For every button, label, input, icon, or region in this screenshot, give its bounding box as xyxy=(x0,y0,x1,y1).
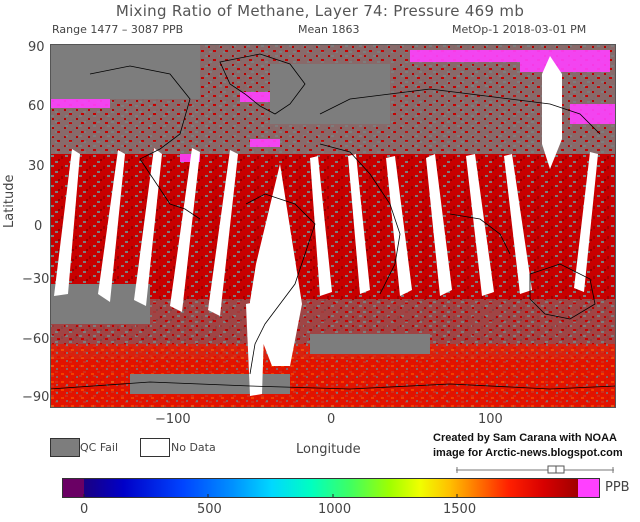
source-text: MetOp-1 2018-03-01 PM xyxy=(452,23,587,36)
no-data-label: No Data xyxy=(171,441,216,454)
range-text: Range 1477 – 3087 PPB xyxy=(52,23,184,36)
colorbar-tick-0: 0 xyxy=(80,502,89,517)
colorbar-low-end xyxy=(62,478,84,498)
credit-line-2: image for Arctic-news.blogspot.com xyxy=(433,447,623,459)
colorbar-tick-1500: 1500 xyxy=(443,502,477,517)
mean-text: Mean 1863 xyxy=(298,23,360,36)
colorbar-tick-500: 500 xyxy=(197,502,222,517)
y-tick-0: 0 xyxy=(34,219,43,234)
qc-fail-swatch xyxy=(50,438,80,457)
x-tick-100: 100 xyxy=(478,412,503,427)
y-tick-30: 30 xyxy=(28,159,45,174)
x-tick-minus100: −100 xyxy=(155,412,191,427)
methane-map xyxy=(50,44,616,408)
y-tick-minus60: −60 xyxy=(22,332,50,347)
credit-line-1: Created by Sam Carana with NOAA xyxy=(433,432,617,444)
colorbar-high-end xyxy=(578,478,600,498)
y-axis-label: Latitude xyxy=(2,174,17,228)
no-data-swatch xyxy=(140,438,170,457)
scale-slider xyxy=(456,465,614,474)
y-tick-minus30: −30 xyxy=(22,272,50,287)
y-tick-minus90: −90 xyxy=(22,390,50,405)
no-data-swaths xyxy=(54,56,598,396)
high-methane-patches xyxy=(50,50,616,162)
qc-fail-label: QC Fail xyxy=(80,441,119,454)
y-tick-90: 90 xyxy=(28,40,45,55)
colorbar-gradient xyxy=(84,478,578,498)
map-title: Mixing Ratio of Methane, Layer 74: Press… xyxy=(115,2,525,20)
y-tick-60: 60 xyxy=(28,99,45,114)
x-tick-0: 0 xyxy=(327,412,336,427)
colorbar xyxy=(62,478,600,498)
coastlines xyxy=(50,53,616,390)
colorbar-unit: PPB xyxy=(605,480,630,495)
colorbar-tick-1000: 1000 xyxy=(318,502,352,517)
x-axis-label: Longitude xyxy=(296,442,361,457)
